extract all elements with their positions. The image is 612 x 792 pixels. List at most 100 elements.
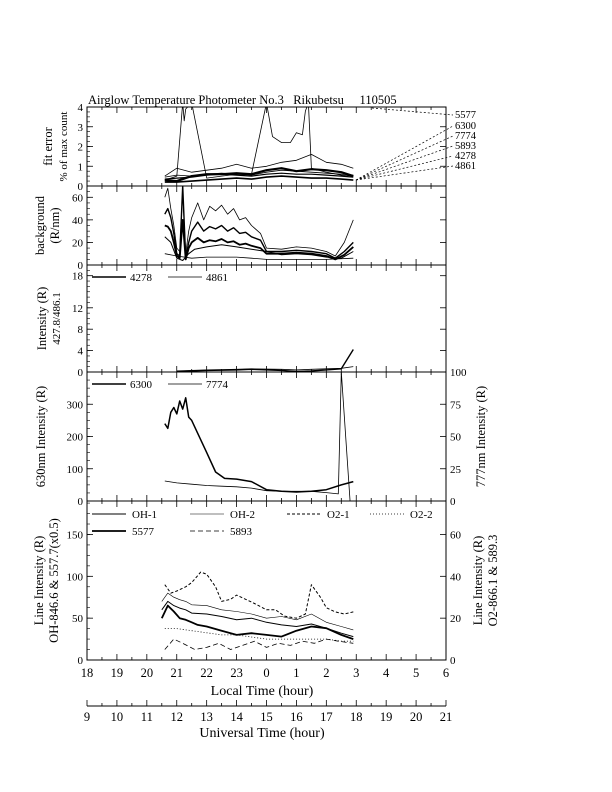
y-right-tick-label: 50 <box>450 432 462 444</box>
universal-time-tick-label: 16 <box>290 710 303 724</box>
y-right-tick-label: 20 <box>450 613 462 625</box>
universal-time-tick-label: 9 <box>84 710 90 724</box>
local-time-tick-label: 2 <box>323 666 329 680</box>
y-tick-label: 150 <box>67 529 84 541</box>
series-line-4861 <box>176 366 354 372</box>
series-group <box>164 186 354 261</box>
y-tick-label: 100 <box>67 464 84 476</box>
legend-leader <box>355 145 454 181</box>
y-axis-label: % of max count <box>58 112 70 182</box>
y-axis-label: fit error <box>41 126 55 165</box>
y-tick-label: 12 <box>72 303 83 315</box>
universal-time-tick-label: 21 <box>440 710 453 724</box>
universal-time-tick-label: 11 <box>141 710 153 724</box>
local-time-tick-label: 19 <box>111 666 124 680</box>
universal-time-tick-label: 15 <box>260 710 273 724</box>
legend-label: 5577 <box>455 110 476 121</box>
legend-leader <box>355 165 454 181</box>
legend-label: 4278 <box>130 272 153 284</box>
y-right-axis-label: 777nm Intensity (R) <box>474 386 488 487</box>
universal-time-tick-label: 12 <box>171 710 184 724</box>
local-time-tick-label: 3 <box>353 666 359 680</box>
panel-red-intensity: 0 100 200 300 0 25 50 75 100 630nm Intensity (R) 7… <box>34 367 488 508</box>
legend-label: 6300 <box>130 379 153 391</box>
series-line-7774 <box>164 372 351 501</box>
y-tick-label: 50 <box>72 613 84 625</box>
legend-label: 5893 <box>455 141 476 152</box>
series-group <box>164 107 354 183</box>
y-tick-label: 200 <box>67 432 84 444</box>
legend-label: O2-2 <box>410 509 433 521</box>
y-tick-label: 0 <box>78 655 84 667</box>
series-line-5893 <box>164 638 354 650</box>
local-time-tick-label: 18 <box>81 666 94 680</box>
y-tick-label: 4 <box>78 346 84 358</box>
local-time-tick-label: 22 <box>200 666 213 680</box>
local-time-tick-label: 21 <box>171 666 184 680</box>
legend-label: OH-2 <box>230 509 255 521</box>
y-axis-label: Line Intensity (R) <box>32 536 46 626</box>
legend-leader <box>355 155 454 181</box>
y-axis-label: background <box>33 195 47 255</box>
series-line-7774 <box>164 153 354 177</box>
local-time-tick-label: 5 <box>413 666 419 680</box>
panel-frame <box>86 500 447 661</box>
series-line-5893 <box>164 169 354 178</box>
figure-title: Airglow Temperature Photometer No.3 Riku… <box>88 93 397 107</box>
legend-label: 5893 <box>230 526 253 538</box>
legend-leader <box>355 125 454 181</box>
legend-leader <box>371 107 454 116</box>
panel-frame <box>86 371 447 502</box>
y-axis-label: 427.8/486.1 <box>51 292 63 345</box>
series-line-4278 <box>164 175 354 183</box>
universal-time-tick-label: 14 <box>230 710 243 724</box>
universal-time-axis-label: Universal Time (hour) <box>199 726 325 741</box>
y-tick-label: 1 <box>78 161 84 173</box>
y-tick-label: 2 <box>78 142 84 154</box>
series-line-OH-2 <box>161 592 354 631</box>
y-tick-label: 0 <box>78 181 84 193</box>
series-line-background <box>164 218 354 261</box>
legend-label: 4861 <box>206 272 228 284</box>
y-right-axis-label: Line Intensity (R) <box>471 536 485 626</box>
local-time-axis-label: Local Time (hour) <box>211 684 314 699</box>
y-right-tick-label: 75 <box>450 399 462 411</box>
legend-label: 5577 <box>132 526 155 538</box>
panel-background: 0 20 40 60 background (R/nm) <box>33 185 447 272</box>
local-time-tick-label: 6 <box>443 666 449 680</box>
y-tick-label: 100 <box>67 571 84 583</box>
universal-time-tick-label: 17 <box>320 710 333 724</box>
series-group <box>176 349 354 372</box>
series-line-background <box>164 186 354 259</box>
legend-leader <box>355 135 454 181</box>
y-tick-label: 4 <box>78 102 84 114</box>
y-right-tick-label: 0 <box>450 655 456 667</box>
y-tick-label: 8 <box>78 324 84 336</box>
local-time-tick-label: 0 <box>263 666 269 680</box>
series-group <box>164 372 354 501</box>
y-axis-label: Intensity (R) <box>35 287 49 351</box>
y-tick-label: 0 <box>78 496 84 508</box>
y-right-tick-label: 60 <box>450 529 462 541</box>
series-line-O2-1 <box>164 571 354 619</box>
y-right-tick-label: 40 <box>450 571 462 583</box>
panel-blue-intensity: 0 4 8 12 18 Intensity (R) 427.8/486.1 4278 4861 <box>35 264 447 379</box>
series-line-O2-2 <box>164 628 354 642</box>
y-tick-label: 0 <box>78 367 84 379</box>
series-line-background <box>164 236 354 261</box>
local-time-tick-label: 20 <box>141 666 154 680</box>
local-time-tick-label: 1 <box>293 666 299 680</box>
y-tick-label: 0 <box>78 260 84 272</box>
series-line-5577 <box>160 604 354 640</box>
y-tick-label: 40 <box>72 215 84 227</box>
y-right-axis-label: O2-866.1 & 589.3 <box>486 535 500 627</box>
y-right-tick-label: 25 <box>450 464 462 476</box>
universal-time-tick-label: 13 <box>200 710 213 724</box>
universal-time-tick-label: 20 <box>410 710 423 724</box>
universal-time-tick-label: 10 <box>111 710 124 724</box>
legend-label: 7774 <box>206 379 229 391</box>
y-tick-label: 60 <box>72 192 84 204</box>
y-axis-label: 630nm Intensity (R) <box>34 386 48 487</box>
